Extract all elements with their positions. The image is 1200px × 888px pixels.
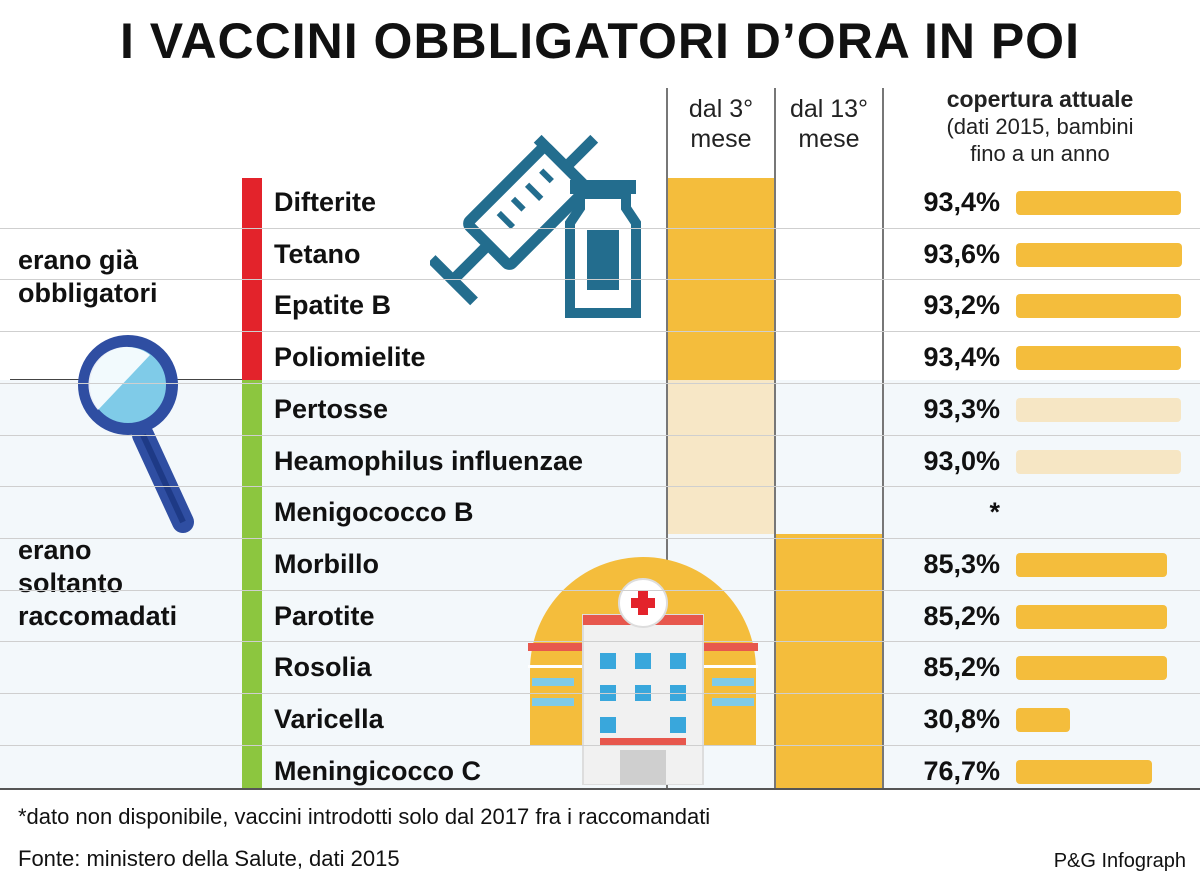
col-divider-2 <box>774 88 776 788</box>
row-separator <box>0 745 1200 746</box>
coverage-value-label: 93,2% <box>923 290 1000 320</box>
vaccine-name: Tetano <box>274 239 361 269</box>
coverage-value-label: 85,2% <box>923 652 1000 682</box>
coverage-bar <box>1016 708 1070 732</box>
coverage-value-label: 85,2% <box>923 601 1000 631</box>
vaccine-name: Meningicocco C <box>274 756 482 786</box>
coverage-bar <box>1016 243 1182 267</box>
col2-header-line2: mese <box>798 125 860 153</box>
vaccine-name: Heamophilus influenzae <box>274 446 584 476</box>
col2-header-line1: dal 13° <box>789 95 869 123</box>
vaccine-name: Poliomielite <box>274 342 426 372</box>
vaccine-name: Rosolia <box>274 652 372 682</box>
col1-header-line1: dal 3° <box>688 95 754 123</box>
coverage-header-title: copertura attuale <box>946 86 1134 112</box>
coverage-value-label: 93,0% <box>923 446 1000 476</box>
col1-header: dal 3° mese <box>668 94 774 154</box>
syringe-vial-icon <box>430 134 641 318</box>
row-separator <box>0 641 1200 642</box>
group-label-recommended-line2: soltanto <box>18 568 123 598</box>
col-divider-3 <box>882 88 884 788</box>
coverage-bar <box>1016 656 1167 680</box>
col1-header-line2: mese <box>690 125 752 153</box>
col2-strong-cells <box>776 534 882 788</box>
coverage-value-label: 85,3% <box>923 549 1000 579</box>
coverage-bar <box>1016 346 1181 370</box>
group-label-already-line1: erano già <box>18 245 139 275</box>
coverage-header-sub1: (dati 2015, bambini <box>946 114 1134 139</box>
coverage-bar <box>1016 605 1167 629</box>
col1-light-cells <box>668 380 774 534</box>
vaccine-name: Morbillo <box>274 549 379 579</box>
group-label-already-line2: obbligatori <box>18 278 158 308</box>
source: Fonte: ministero della Salute, dati 2015 <box>18 846 400 871</box>
magnifier-icon <box>78 335 194 533</box>
row-separator <box>0 331 1200 332</box>
coverage-bar <box>1016 450 1181 474</box>
hospital-icon <box>528 557 758 785</box>
page-title: I VACCINI OBBLIGATORI D’ORA IN POI <box>120 13 1080 69</box>
coverage-bar <box>1016 553 1167 577</box>
row-separator <box>0 590 1200 591</box>
vaccine-name: Pertosse <box>274 394 389 424</box>
vaccine-name: Menigococco B <box>274 497 474 527</box>
row-separator <box>0 228 1200 229</box>
vaccine-name: Epatite B <box>274 290 392 320</box>
coverage-bar <box>1016 191 1181 215</box>
coverage-header-sub2: fino a un anno <box>970 141 1110 166</box>
vaccine-name: Parotite <box>274 601 375 631</box>
coverage-value-label: 30,8% <box>923 704 1000 734</box>
footer-divider <box>0 788 1200 790</box>
row-separator <box>0 486 1200 487</box>
coverage-value-label: 93,3% <box>923 394 1000 424</box>
coverage-bar <box>1016 294 1181 318</box>
group-bar-recommended <box>242 380 262 788</box>
row-separator <box>0 538 1200 539</box>
coverage-value-label: 76,7% <box>923 756 1000 786</box>
group-label-recommended-line3: raccomadati <box>18 601 178 631</box>
group-label-recommended-line1: erano <box>18 535 92 565</box>
row-separator <box>0 383 1200 384</box>
row-separator <box>0 435 1200 436</box>
col-divider-1 <box>666 88 668 788</box>
coverage-value-label: * <box>989 497 1000 527</box>
col2-header: dal 13° mese <box>776 94 882 154</box>
vaccine-name: Difterite <box>274 187 377 217</box>
vaccine-name: Varicella <box>274 704 384 734</box>
coverage-header: copertura attuale (dati 2015, bambini fi… <box>890 86 1190 167</box>
row-separator <box>0 693 1200 694</box>
coverage-bar <box>1016 398 1181 422</box>
coverage-value-label: 93,4% <box>923 187 1000 217</box>
coverage-value-label: 93,6% <box>923 239 1000 269</box>
footnote: *dato non disponibile, vaccini introdott… <box>18 804 711 829</box>
row-separator <box>0 279 1200 280</box>
coverage-bar <box>1016 760 1152 784</box>
coverage-value-label: 93,4% <box>923 342 1000 372</box>
group-label-already: erano già obbligatori <box>18 244 157 310</box>
credit: P&G Infograph <box>1053 850 1186 872</box>
group-label-recommended: erano soltanto raccomadati <box>18 534 177 633</box>
